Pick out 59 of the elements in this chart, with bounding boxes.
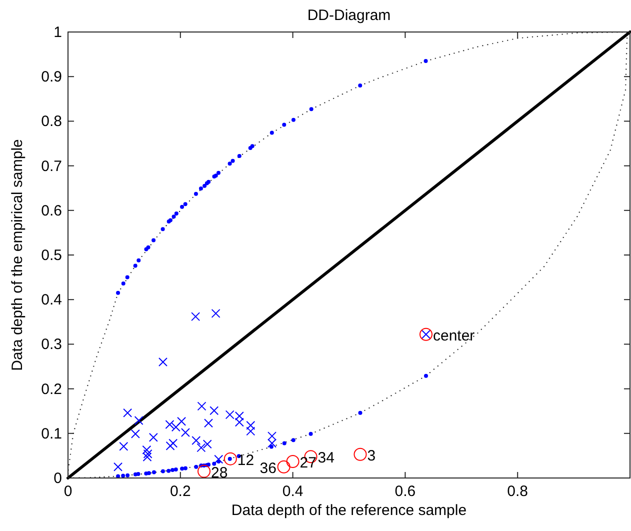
point — [234, 418, 244, 427]
y-tick-label: 1 — [54, 24, 62, 41]
y-tick-label: 0.3 — [41, 336, 62, 354]
point — [268, 438, 277, 448]
point — [214, 454, 224, 464]
annotation: 3 — [367, 447, 376, 464]
point — [177, 416, 186, 426]
point — [158, 358, 168, 367]
point — [246, 426, 256, 436]
y-tick-label: 0.1 — [41, 425, 62, 442]
point — [210, 406, 219, 416]
point — [198, 464, 211, 478]
point — [119, 442, 128, 451]
annotation: 36 — [260, 460, 276, 477]
y-tick-label: 0.4 — [41, 292, 62, 309]
point — [171, 422, 180, 432]
point — [192, 436, 201, 446]
point — [143, 449, 152, 458]
point — [114, 462, 123, 472]
x-tick-label: 0.6 — [394, 483, 416, 500]
annotation: 28 — [211, 464, 228, 482]
point — [202, 440, 212, 449]
point — [197, 402, 206, 411]
point — [165, 420, 174, 429]
point — [180, 428, 190, 438]
x-axis-title: Data depth of the reference sample — [231, 502, 467, 519]
point — [134, 416, 144, 425]
y-tick-label: 0.9 — [41, 68, 62, 86]
x-tick-label: 0.4 — [282, 483, 304, 500]
point — [354, 448, 367, 461]
y-tick-label: 0 — [54, 470, 62, 487]
point — [123, 408, 132, 418]
point — [166, 441, 175, 450]
point — [268, 432, 277, 441]
point — [142, 445, 152, 454]
y-tick-label: 0.7 — [41, 158, 62, 175]
point — [224, 452, 237, 466]
point — [246, 420, 256, 430]
y-tick-label: 0.8 — [41, 113, 62, 130]
point — [204, 418, 213, 428]
point — [277, 460, 290, 474]
annotation: center — [432, 327, 475, 344]
annotation: 12 — [237, 452, 254, 469]
annotation: 34 — [318, 450, 334, 467]
chart-title: DD-Diagram — [307, 7, 391, 24]
y-tick-label: 0.5 — [41, 247, 62, 264]
point — [211, 308, 220, 318]
y-tick-label: 0.6 — [41, 202, 62, 220]
point — [130, 429, 140, 438]
point — [148, 432, 158, 442]
point — [196, 443, 206, 452]
point — [286, 455, 300, 468]
point — [168, 438, 178, 448]
y-axis-title: Data depth of the empirical sample — [9, 139, 26, 371]
x-tick-label: 0.2 — [170, 483, 191, 500]
point — [142, 452, 152, 462]
y-tick-label: 0.2 — [41, 380, 62, 398]
x-tick-label: 0.8 — [507, 483, 528, 500]
point — [191, 312, 200, 322]
